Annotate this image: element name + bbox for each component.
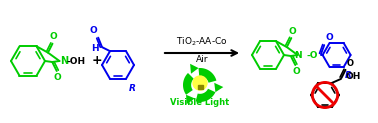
Text: TiO$_2$-AA-Co: TiO$_2$-AA-Co (176, 36, 228, 48)
Text: O: O (50, 32, 57, 41)
FancyBboxPatch shape (197, 85, 203, 89)
Polygon shape (198, 68, 217, 83)
Polygon shape (214, 83, 223, 92)
Text: O: O (89, 26, 97, 35)
Text: O: O (54, 74, 62, 83)
Text: O: O (288, 27, 296, 36)
Circle shape (193, 76, 207, 90)
Text: Air: Air (196, 55, 208, 64)
Polygon shape (190, 64, 198, 74)
Text: -OH: -OH (67, 56, 86, 66)
Polygon shape (183, 73, 194, 95)
Text: R: R (345, 71, 352, 80)
Text: O: O (293, 68, 300, 77)
Polygon shape (186, 95, 195, 104)
Text: N: N (294, 51, 301, 60)
Text: OH: OH (346, 72, 361, 81)
Text: R: R (129, 84, 136, 93)
Text: Visible Light: Visible Light (170, 98, 229, 107)
Text: -O: -O (307, 51, 318, 60)
Polygon shape (195, 89, 215, 102)
Text: H: H (91, 44, 99, 53)
Text: +: + (92, 54, 102, 68)
Text: O: O (347, 59, 354, 68)
Text: N: N (60, 56, 68, 66)
Text: O: O (325, 33, 333, 42)
